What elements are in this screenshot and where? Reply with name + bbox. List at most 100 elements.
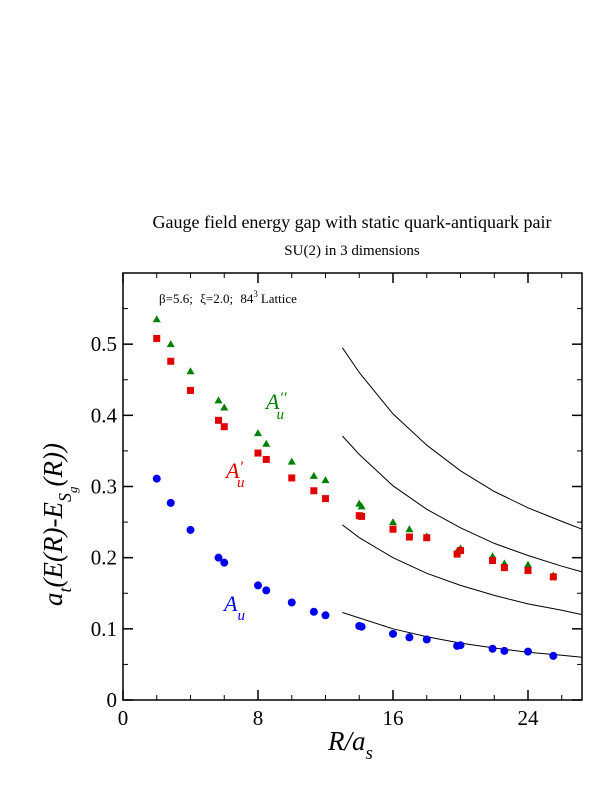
data-point-a-u--triangle bbox=[254, 429, 262, 437]
data-point-a-u--triangle bbox=[309, 471, 318, 479]
y-axis-label-end: (R)) bbox=[38, 443, 68, 486]
series-label-au-prime-mark: ′ bbox=[239, 459, 243, 476]
y-tick-label: 0.4 bbox=[91, 403, 118, 427]
fit-curve-3 bbox=[342, 435, 583, 573]
series-label-au-double-prime-mark: ′′ bbox=[279, 390, 287, 407]
series-label-au-double-prime-sub: u bbox=[276, 407, 284, 423]
data-point-a-u--square bbox=[167, 357, 175, 365]
data-point-a-u-circle bbox=[456, 641, 465, 650]
x-tick-label: 8 bbox=[253, 706, 264, 730]
data-point-a-u-circle bbox=[488, 644, 497, 653]
data-point-a-u-circle bbox=[166, 498, 175, 507]
beta-value: β=5.6; bbox=[159, 291, 193, 306]
y-axis-label: at(E(R)-ESg(R)) bbox=[38, 443, 80, 606]
data-point-a-u-circle bbox=[500, 646, 509, 655]
y-axis-label-sub-g: g bbox=[65, 486, 80, 493]
data-point-a-u--square bbox=[215, 416, 223, 424]
y-tick-label: 0.3 bbox=[91, 475, 117, 499]
data-point-a-u--square bbox=[254, 449, 262, 457]
y-tick-label: 0.5 bbox=[91, 332, 117, 356]
x-tick-label: 24 bbox=[518, 706, 540, 730]
data-point-a-u--triangle bbox=[389, 518, 397, 526]
data-point-a-u--square bbox=[524, 566, 532, 574]
data-point-a-u--square bbox=[489, 557, 497, 565]
data-point-a-u--square bbox=[457, 547, 464, 555]
y-axis-label-sub-t: t bbox=[55, 587, 75, 593]
y-tick-label: 0 bbox=[107, 688, 118, 712]
data-point-a-u--square bbox=[220, 423, 228, 431]
lattice-size: 84 bbox=[240, 291, 254, 306]
y-axis-ticks: 0 0.1 0.2 0.3 0.4 0.5 bbox=[91, 308, 582, 712]
lattice-word: Lattice bbox=[261, 291, 297, 306]
x-axis-ticks: 0 8 16 24 bbox=[118, 273, 563, 730]
data-point-a-u--square bbox=[153, 334, 161, 342]
data-markers bbox=[152, 315, 558, 660]
data-point-a-u-circle bbox=[422, 635, 431, 644]
data-point-a-u-circle bbox=[186, 525, 195, 534]
series-label-au-prime-sub: u bbox=[237, 475, 245, 491]
data-point-a-u-circle bbox=[220, 558, 229, 567]
data-point-a-u--triangle bbox=[357, 502, 366, 510]
plot-frame bbox=[122, 272, 583, 701]
series-label-au: Au bbox=[222, 591, 245, 624]
data-point-a-u--square bbox=[549, 573, 557, 581]
data-point-a-u--square bbox=[453, 550, 461, 558]
data-point-a-u--triangle bbox=[214, 396, 223, 404]
fit-curve-1 bbox=[342, 612, 583, 658]
y-axis-label-sub-s: S bbox=[55, 493, 75, 502]
data-point-a-u-circle bbox=[254, 581, 262, 590]
data-point-a-u-circle bbox=[524, 647, 532, 656]
series-label-au-main: A bbox=[222, 591, 238, 616]
data-point-a-u--triangle bbox=[262, 439, 271, 447]
x-axis-label-main: R/a bbox=[327, 726, 366, 756]
data-point-a-u--triangle bbox=[152, 315, 161, 323]
y-axis-label-mid: (E(R)-E bbox=[38, 502, 68, 588]
data-point-a-u--square bbox=[288, 474, 296, 482]
series-label-au-sub: u bbox=[237, 608, 245, 624]
data-point-a-u--square bbox=[187, 386, 194, 394]
x-axis-label-sub: s bbox=[366, 743, 373, 764]
data-point-a-u--triangle bbox=[287, 457, 296, 465]
data-point-a-u--square bbox=[405, 533, 413, 541]
data-point-a-u--triangle bbox=[321, 476, 330, 484]
series-label-au-prime-main: A bbox=[224, 458, 240, 483]
y-tick-label: 0.1 bbox=[91, 617, 117, 641]
data-point-a-u-circle bbox=[405, 633, 414, 642]
data-point-a-u--triangle bbox=[524, 560, 532, 568]
series-label-au-double-prime: A′′ u bbox=[264, 389, 287, 423]
fit-curve-2 bbox=[342, 524, 583, 616]
y-tick-label: 0.2 bbox=[91, 546, 117, 570]
data-point-a-u-circle bbox=[549, 651, 558, 660]
data-point-a-u--triangle bbox=[166, 340, 175, 348]
data-point-a-u--square bbox=[310, 487, 318, 495]
fit-curves bbox=[341, 347, 583, 658]
x-tick-label: 0 bbox=[118, 706, 129, 730]
data-point-a-u-circle bbox=[152, 474, 161, 483]
chart-subtitle: SU(2) in 3 dimensions bbox=[284, 243, 420, 259]
data-point-a-u-circle bbox=[287, 598, 296, 607]
data-point-a-u--triangle bbox=[220, 403, 229, 411]
data-point-a-u-circle bbox=[389, 629, 397, 638]
series-label-au-double-prime-main: A bbox=[264, 389, 280, 414]
data-point-a-u--triangle bbox=[405, 525, 414, 533]
fit-curve-4 bbox=[341, 347, 583, 530]
data-point-a-u--square bbox=[423, 534, 431, 542]
x-axis-label: R/as bbox=[327, 726, 373, 764]
lattice-annotation: β=5.6; ξ=2.0; 843 Lattice bbox=[159, 289, 297, 306]
data-point-a-u-circle bbox=[214, 553, 223, 562]
data-point-a-u-circle bbox=[357, 622, 366, 631]
y-axis-label-main: a bbox=[38, 593, 68, 607]
data-point-a-u--square bbox=[322, 495, 329, 503]
data-point-a-u--square bbox=[500, 564, 508, 572]
lattice-exponent: 3 bbox=[253, 289, 258, 299]
xi-value: ξ=2.0; bbox=[200, 291, 233, 306]
chart-title: Gauge field energy gap with static quark… bbox=[152, 212, 551, 232]
data-point-a-u-circle bbox=[262, 586, 271, 595]
data-point-a-u-circle bbox=[321, 611, 330, 620]
x-tick-label: 16 bbox=[383, 706, 404, 730]
data-point-a-u-circle bbox=[309, 607, 318, 616]
data-point-a-u--square bbox=[358, 512, 366, 520]
series-label-au-prime: A′ u bbox=[224, 458, 244, 491]
data-point-a-u--square bbox=[389, 525, 397, 533]
